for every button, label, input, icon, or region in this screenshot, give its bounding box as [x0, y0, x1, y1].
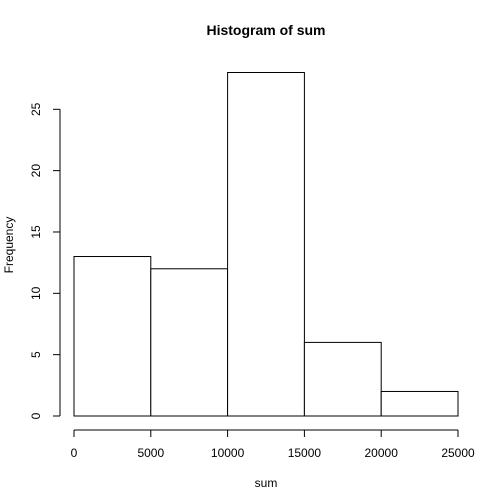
- y-tick-label: 10: [29, 286, 43, 300]
- x-axis-label: sum: [255, 476, 278, 490]
- histogram-bar: [380, 390, 459, 417]
- x-tick-label: 15000: [288, 446, 322, 460]
- x-tick-label: 20000: [365, 446, 399, 460]
- x-tick-label: 25000: [441, 446, 475, 460]
- chart-title: Histogram of sum: [206, 22, 325, 38]
- y-tick-label: 15: [29, 225, 43, 239]
- histogram-bar: [303, 341, 382, 417]
- x-tick-label: 5000: [137, 446, 164, 460]
- histogram-bar: [150, 268, 229, 417]
- x-axis: 0 5000 10000 15000 20000 25000: [71, 429, 475, 460]
- y-tick-label: 5: [29, 351, 43, 358]
- bars-group: [73, 72, 459, 417]
- x-tick-label: 0: [71, 446, 78, 460]
- y-axis-label: Frequency: [2, 217, 16, 274]
- y-tick-label: 0: [29, 412, 43, 419]
- y-tick-label: 25: [29, 102, 43, 116]
- histogram-bar: [73, 256, 152, 417]
- x-tick-label: 10000: [211, 446, 245, 460]
- histogram-bar: [227, 72, 305, 417]
- y-axis: 0 5 10 15 20 25: [29, 102, 61, 419]
- y-tick-label: 20: [29, 164, 43, 178]
